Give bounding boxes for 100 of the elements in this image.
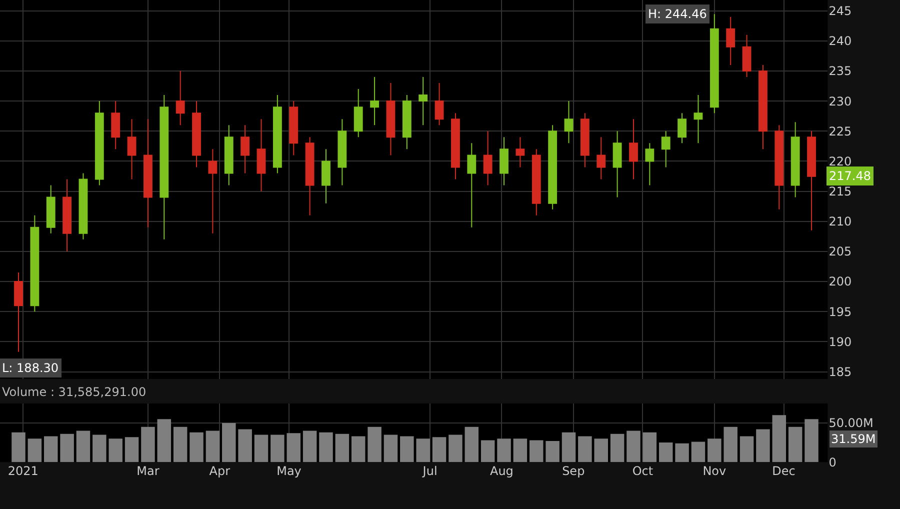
- candlestick: [370, 76, 380, 126]
- bar: [124, 437, 139, 462]
- bar: [286, 433, 300, 462]
- bar: [222, 422, 236, 462]
- candlestick: [742, 34, 752, 78]
- candlestick: [272, 94, 282, 174]
- bar: [108, 438, 122, 462]
- x-tick-label: Apr: [209, 464, 230, 478]
- candlestick: [144, 118, 152, 228]
- bar: [28, 438, 42, 462]
- annotation: L: 188.30: [2, 361, 59, 375]
- candlestick: [224, 124, 234, 186]
- bar: [254, 434, 268, 462]
- y-tick-label: 50.00M: [828, 416, 874, 430]
- bar: [400, 436, 414, 462]
- x-tick-label: Oct: [632, 464, 654, 478]
- bar: [610, 434, 624, 462]
- candlestick: [661, 130, 670, 168]
- candlestick: [192, 100, 201, 168]
- y-tick-label: 0: [828, 455, 836, 470]
- bar: [60, 434, 74, 462]
- bar: [270, 434, 284, 462]
- chart-title: Volume : 31,585,291.00: [2, 385, 146, 399]
- x-tick-label: Dec: [772, 464, 796, 478]
- candlestick: [434, 82, 444, 126]
- bar: [497, 438, 511, 462]
- candlestick: [402, 94, 412, 150]
- candlestick: [127, 118, 136, 180]
- bar: [772, 415, 786, 462]
- bar: [740, 436, 754, 462]
- bar: [302, 430, 317, 462]
- candlestick: [78, 172, 88, 240]
- y-tick-label: 225: [828, 124, 852, 138]
- bar: [642, 432, 657, 462]
- candlestick: [111, 100, 120, 150]
- bar: [12, 432, 26, 462]
- candlestick: [629, 118, 638, 180]
- candlestick: [548, 124, 558, 210]
- y-tick-label: 200: [828, 274, 852, 289]
- candlestick: [160, 94, 169, 240]
- bar: [416, 438, 430, 462]
- annotation: H: 244.46: [648, 7, 707, 21]
- bar: [351, 436, 366, 462]
- candlestick: [774, 124, 784, 210]
- x-tick-label: Nov: [702, 464, 726, 478]
- candlestick: [240, 124, 250, 174]
- x-tick-label: Jul: [422, 464, 438, 478]
- candlestick: [30, 214, 40, 312]
- bar: [804, 419, 818, 462]
- bar: [691, 442, 706, 462]
- candlestick: [176, 70, 185, 126]
- bar: [513, 438, 528, 462]
- candlestick: [790, 122, 800, 198]
- x-tick-label: May: [276, 464, 302, 478]
- bar: [788, 426, 802, 462]
- candlestick: [338, 118, 347, 186]
- y-tick-label: 230: [828, 94, 852, 108]
- bar: [190, 432, 204, 462]
- candlestick: [612, 130, 622, 198]
- y-tick-label: 215: [828, 184, 852, 198]
- bar: [173, 426, 188, 462]
- bar: [708, 438, 722, 462]
- candlestick: [14, 272, 23, 352]
- text: 31.59M: [831, 432, 876, 446]
- y-tick-label: 195: [828, 304, 852, 319]
- candlestick: [516, 136, 525, 168]
- candlestick: [386, 82, 396, 156]
- bar: [562, 432, 576, 462]
- bar: [432, 437, 446, 462]
- candlestick: [580, 112, 590, 168]
- candlestick: [710, 14, 719, 114]
- y-tick-label: 190: [828, 334, 852, 349]
- y-tick-label: 220: [828, 154, 852, 168]
- bar: [44, 436, 58, 462]
- candlestick: [418, 76, 428, 126]
- candlestick: [726, 16, 736, 66]
- bar: [335, 434, 350, 462]
- candlestick: [645, 142, 654, 186]
- candlestick: [322, 148, 330, 204]
- bar: [76, 430, 90, 462]
- bar: [206, 430, 220, 462]
- candlestick: [678, 112, 687, 144]
- candlestick: [467, 142, 476, 228]
- bar: [578, 436, 592, 462]
- y-tick-label: 235: [828, 64, 852, 78]
- candlestick: [694, 94, 703, 144]
- candlestick: [451, 112, 460, 180]
- candlestick: [62, 178, 72, 252]
- candlestick: [532, 148, 541, 216]
- candlestick: [807, 130, 816, 231]
- bar: [319, 432, 333, 462]
- bar: [756, 429, 770, 462]
- bar: [464, 426, 479, 462]
- bar: [480, 440, 495, 462]
- x-tick-label: Aug: [490, 464, 514, 478]
- candlestick: [208, 148, 218, 234]
- candlestick: [483, 130, 492, 186]
- annotation: 217.48: [829, 169, 871, 183]
- y-tick-label: 210: [828, 214, 852, 229]
- candlestick: [354, 88, 363, 138]
